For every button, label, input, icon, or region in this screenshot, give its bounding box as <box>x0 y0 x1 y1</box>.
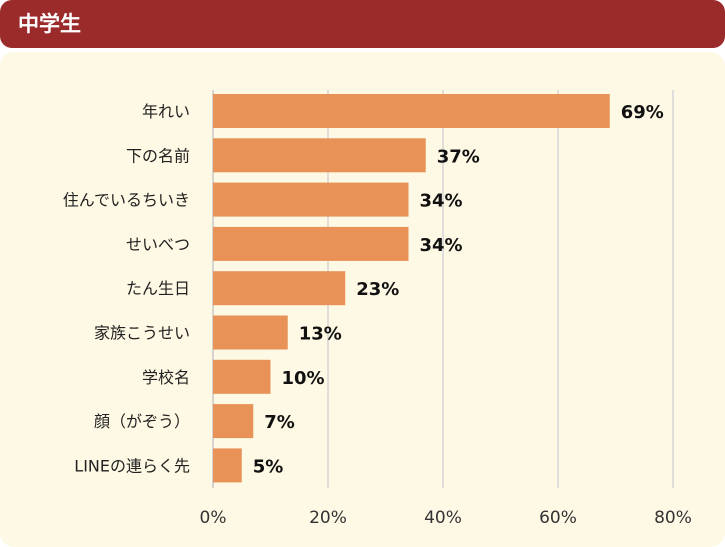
category-label: 年れい <box>142 102 190 121</box>
labels: 0% 20% 40% 60% 80% 年れい 69% 下の名前 37% 住んでいるちいき 34% せい… <box>63 102 692 528</box>
value-label: 10% <box>282 368 325 389</box>
category-label: LINEの連らく先 <box>74 456 190 475</box>
page-title: 中学生 <box>18 12 81 36</box>
value-label: 34% <box>420 235 463 256</box>
category-label: 家族こうせい <box>94 324 190 343</box>
value-label: 23% <box>356 279 399 300</box>
chart-panel <box>0 52 725 547</box>
value-label: 34% <box>420 191 463 212</box>
x-tick-label: 40% <box>424 508 462 528</box>
value-label: 69% <box>621 102 664 123</box>
category-label: 学校名 <box>142 368 190 387</box>
value-label: 13% <box>299 324 342 345</box>
bar <box>213 359 271 394</box>
value-label: 7% <box>264 412 295 433</box>
x-tick-label: 80% <box>654 508 692 528</box>
bar <box>213 404 254 439</box>
bar <box>213 315 288 350</box>
category-label: 下の名前 <box>126 146 190 165</box>
category-label: たん生日 <box>126 279 190 298</box>
category-label: 顔（がぞう） <box>94 412 190 431</box>
value-label: 5% <box>253 456 284 477</box>
header-bar: 中学生 <box>0 0 725 48</box>
bar <box>213 271 346 306</box>
x-tick-label: 20% <box>309 508 347 528</box>
x-tick-label: 0% <box>200 508 227 528</box>
value-label: 37% <box>437 146 480 167</box>
bar <box>213 448 242 483</box>
bar <box>213 226 409 261</box>
category-label: せいべつ <box>126 235 190 254</box>
bar <box>213 138 426 173</box>
category-label: 住んでいるちいき <box>63 191 190 210</box>
bar <box>213 182 409 217</box>
x-tick-label: 60% <box>539 508 577 528</box>
bar <box>213 94 610 128</box>
bars <box>213 94 610 483</box>
